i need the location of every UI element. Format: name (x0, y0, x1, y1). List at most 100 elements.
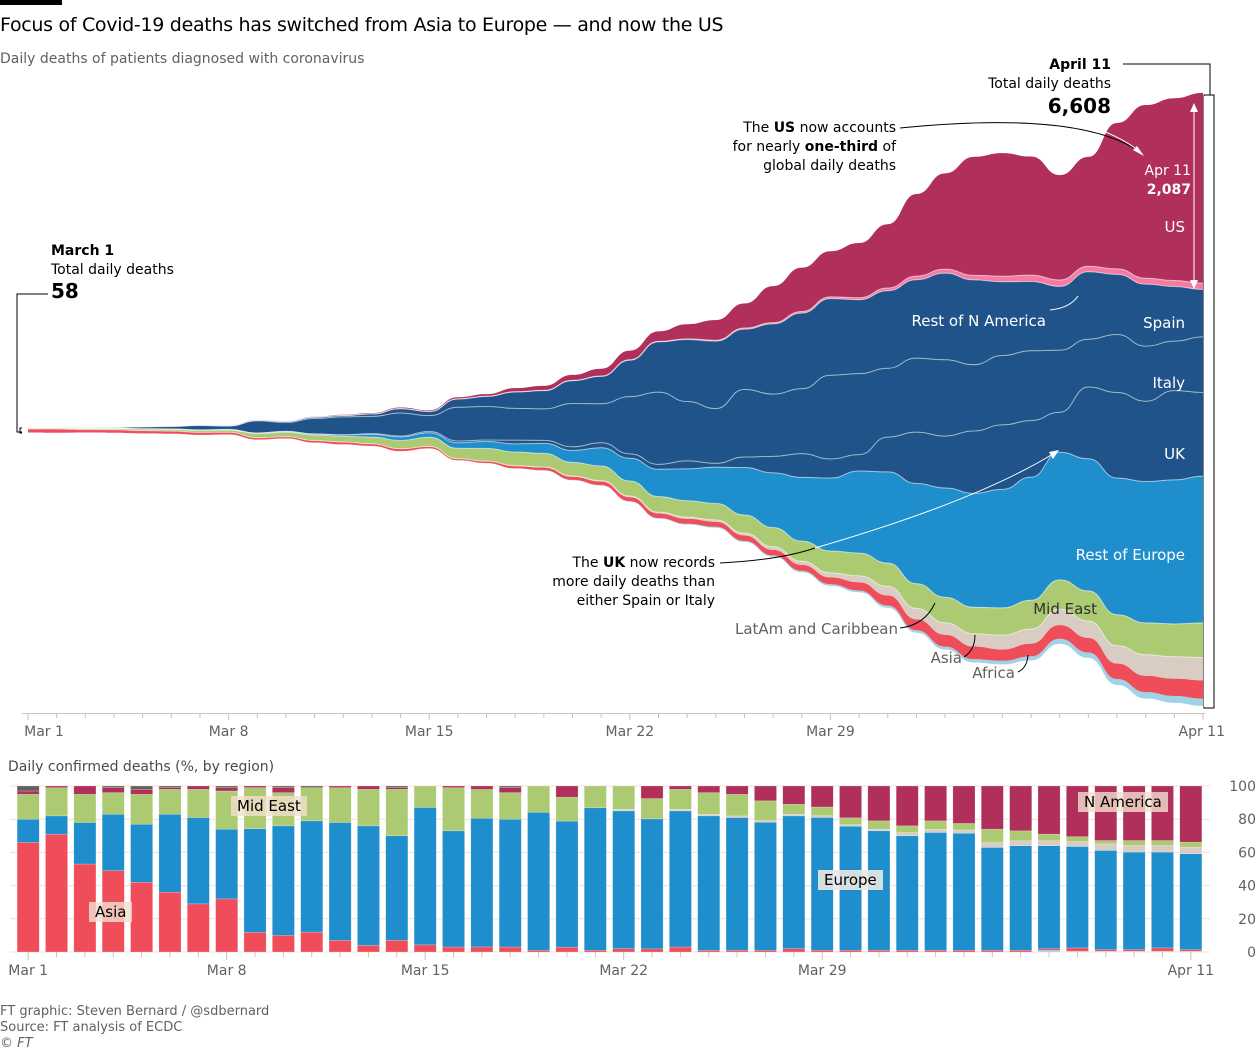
stream-layer-rest-europe (28, 427, 1203, 624)
bar-mar-26 (725, 785, 749, 953)
bar-segment-mid-east (1179, 841, 1203, 848)
bar-segment-mid-east (328, 787, 352, 823)
bar-segment-europe (640, 818, 664, 950)
bar-segment-mid-east (385, 789, 409, 837)
bar-segment-n-america (243, 785, 267, 788)
bar-mar-7 (187, 785, 210, 953)
series-label-uk: UK (1164, 445, 1186, 463)
us-note-text: The (743, 120, 774, 136)
bar-segment-europe (158, 813, 182, 893)
bar-segment-asia (498, 946, 522, 953)
x-tick-label: Mar 29 (806, 724, 855, 740)
bar-segment-n-america (215, 787, 238, 792)
bar-segment-europe (300, 820, 324, 933)
us-note-text: of (878, 139, 896, 155)
us-note: The US now accounts for nearly one-third… (733, 119, 896, 176)
bar-segment-mid-east (981, 828, 1004, 843)
bar-segment-n-america (16, 790, 40, 795)
bar-segment-asia (385, 940, 409, 953)
bar-segment-europe (45, 815, 68, 835)
bar-segment-europe (16, 818, 40, 843)
bar-segment-n-america (810, 785, 834, 808)
uk-note-text: more daily deaths than (552, 574, 715, 590)
bar-segment-n-america (187, 785, 210, 790)
bar-mar-13 (357, 785, 380, 953)
bar-segment-latam (669, 808, 692, 812)
bar-segment-latam (725, 815, 749, 818)
uk-note-bold: UK (602, 555, 626, 571)
bar-segment-n-america (272, 787, 295, 793)
bar-segment-europe (73, 822, 97, 865)
bar-segment-other (130, 785, 153, 790)
bar-segment-n-america (1179, 785, 1203, 843)
bar-segment-asia (215, 898, 238, 953)
series-label-africa: Africa (972, 664, 1015, 682)
bar-segment-asia (470, 946, 494, 953)
bar-apr-3 (952, 785, 976, 953)
bar-segment-latam (1066, 841, 1089, 847)
bar-segment-latam (952, 829, 976, 834)
end-annotation: April 11 Total daily deaths 6,608 (988, 56, 1111, 116)
bar-segment-mid-east (1094, 840, 1118, 845)
bar-segment-asia (328, 940, 352, 953)
start-label: Total daily deaths (51, 262, 174, 278)
uk-note-leader (719, 547, 816, 564)
bar-segment-mid-east (697, 792, 721, 815)
x-tick-label: Mar 15 (405, 724, 454, 740)
bar-segment-latam (895, 832, 919, 837)
bar-segment-mid-east (470, 789, 494, 819)
bar-segment-europe (442, 830, 465, 948)
bar-mar-11 (300, 785, 324, 953)
series-label-italy: Italy (1152, 374, 1185, 392)
bar-segment-latam (981, 842, 1004, 848)
bar-segment-other (385, 785, 409, 788)
bar-segment-europe (357, 825, 380, 946)
bar-segment-europe (272, 825, 295, 936)
bar-segment-asia (158, 891, 182, 953)
bar-segment-europe (187, 817, 210, 905)
bar-segment-asia (640, 948, 664, 953)
y-tick-label: 20 (1238, 912, 1256, 928)
bar-segment-europe (895, 835, 919, 951)
leader-asia (963, 634, 976, 658)
bar-segment-latam (1009, 840, 1032, 847)
bar-segment-europe (1009, 845, 1032, 951)
bar-segment-n-america (442, 785, 465, 788)
bar-segment-asia (669, 946, 692, 953)
bar-segment-n-america (697, 785, 721, 793)
bar-segment-europe (697, 815, 721, 951)
bar-segment-europe (328, 822, 352, 941)
bar-apr-2 (924, 785, 947, 953)
bar-label-n-america: N America (1078, 792, 1168, 812)
us-value-number: 2,087 (1146, 182, 1191, 198)
bar-segment-other (215, 785, 238, 788)
bar-segment-europe (1122, 851, 1146, 950)
bar-segment-asia (839, 950, 862, 953)
bar-mar-19 (527, 785, 550, 953)
bar-segment-mid-east (867, 820, 891, 830)
bar-segment-n-america (895, 785, 919, 827)
bar-segment-europe (1179, 853, 1203, 950)
series-label-latam: LatAm and Caribbean (735, 620, 898, 638)
bar-segment-mid-east (187, 789, 210, 818)
us-note-text: for nearly (732, 139, 805, 155)
y-tick-label: 100 (1229, 779, 1256, 795)
bar-segment-other (101, 785, 125, 788)
bar-segment-n-america (725, 785, 749, 795)
footer: FT graphic: Steven Bernard / @sdbernard … (0, 1004, 269, 1052)
bar-segment-mid-east (895, 825, 919, 833)
credit: FT graphic: Steven Bernard / @sdbernard (0, 1004, 270, 1019)
bar-segment-latam (1179, 846, 1203, 854)
bar-segment-mid-east (725, 794, 749, 817)
bar-segment-n-america (640, 785, 664, 799)
uk-note-text: The (572, 555, 603, 571)
bar-segment-mid-east (16, 794, 40, 820)
bar-segment-mid-east (1009, 830, 1032, 842)
y-tick-label: 60 (1238, 845, 1256, 861)
us-note-text: global daily deaths (763, 158, 896, 174)
bar-segment-n-america (470, 785, 494, 790)
bar-segment-asia (584, 950, 607, 953)
bar-segment-mid-east (782, 804, 806, 815)
bar-segment-mid-east (357, 789, 380, 827)
bar-segment-mid-east (101, 792, 125, 815)
